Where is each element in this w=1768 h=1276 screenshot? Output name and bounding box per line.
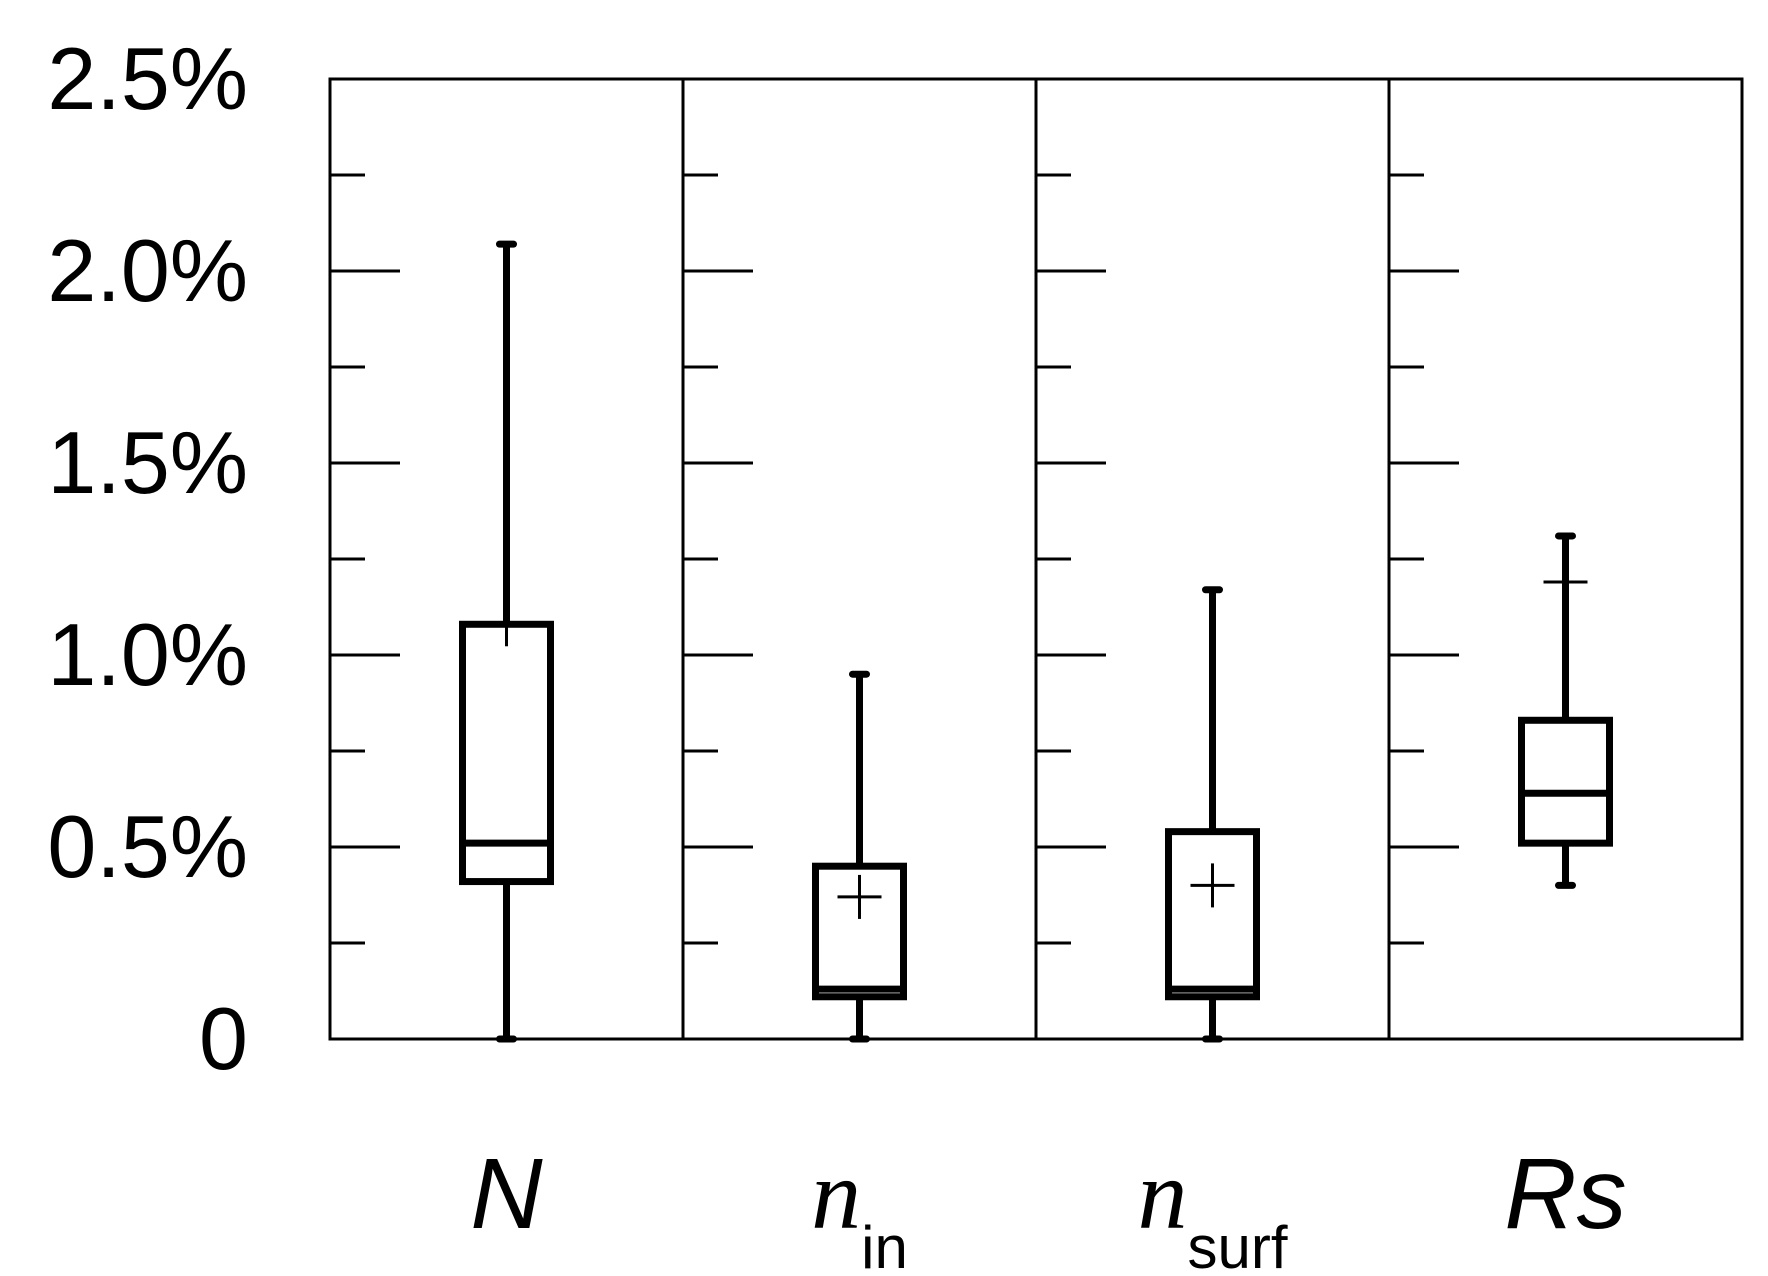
- category-labels: N nin nsurf Rs: [470, 1138, 1626, 1276]
- category-label-3-main: Rs: [1504, 1138, 1626, 1250]
- plot-panels: [328, 77, 1744, 1041]
- box-marks: [459, 240, 1613, 1043]
- y-tick-label-0: 0: [199, 989, 248, 1088]
- y-tick-label-5: 2.5%: [47, 29, 248, 128]
- iqr-box-0: [459, 620, 554, 886]
- category-label-1-main: n: [811, 1139, 861, 1250]
- category-label-0-main: N: [470, 1138, 543, 1250]
- category-label-3: Rs: [1504, 1138, 1626, 1250]
- y-axis-tick-labels: 0 0.5% 1.0% 1.5% 2.0% 2.5%: [47, 29, 248, 1088]
- category-label-1-sub: in: [861, 1214, 908, 1276]
- box-3: [1518, 532, 1613, 889]
- box-1: [812, 670, 907, 1043]
- category-label-1: nin: [811, 1139, 908, 1276]
- y-tick-label-2: 1.0%: [47, 605, 248, 704]
- iqr-box-2: [1165, 828, 1260, 1001]
- category-label-0: N: [470, 1138, 543, 1250]
- y-tick-label-4: 2.0%: [47, 221, 248, 320]
- y-tick-label-3: 1.5%: [47, 413, 248, 512]
- iqr-box-3: [1518, 716, 1613, 847]
- y-tick-label-1: 0.5%: [47, 797, 248, 896]
- category-label-2: nsurf: [1137, 1139, 1287, 1276]
- category-label-2-sub: surf: [1187, 1214, 1287, 1276]
- box-0: [459, 240, 554, 1043]
- category-label-2-main: n: [1137, 1139, 1187, 1250]
- box-2: [1165, 586, 1260, 1043]
